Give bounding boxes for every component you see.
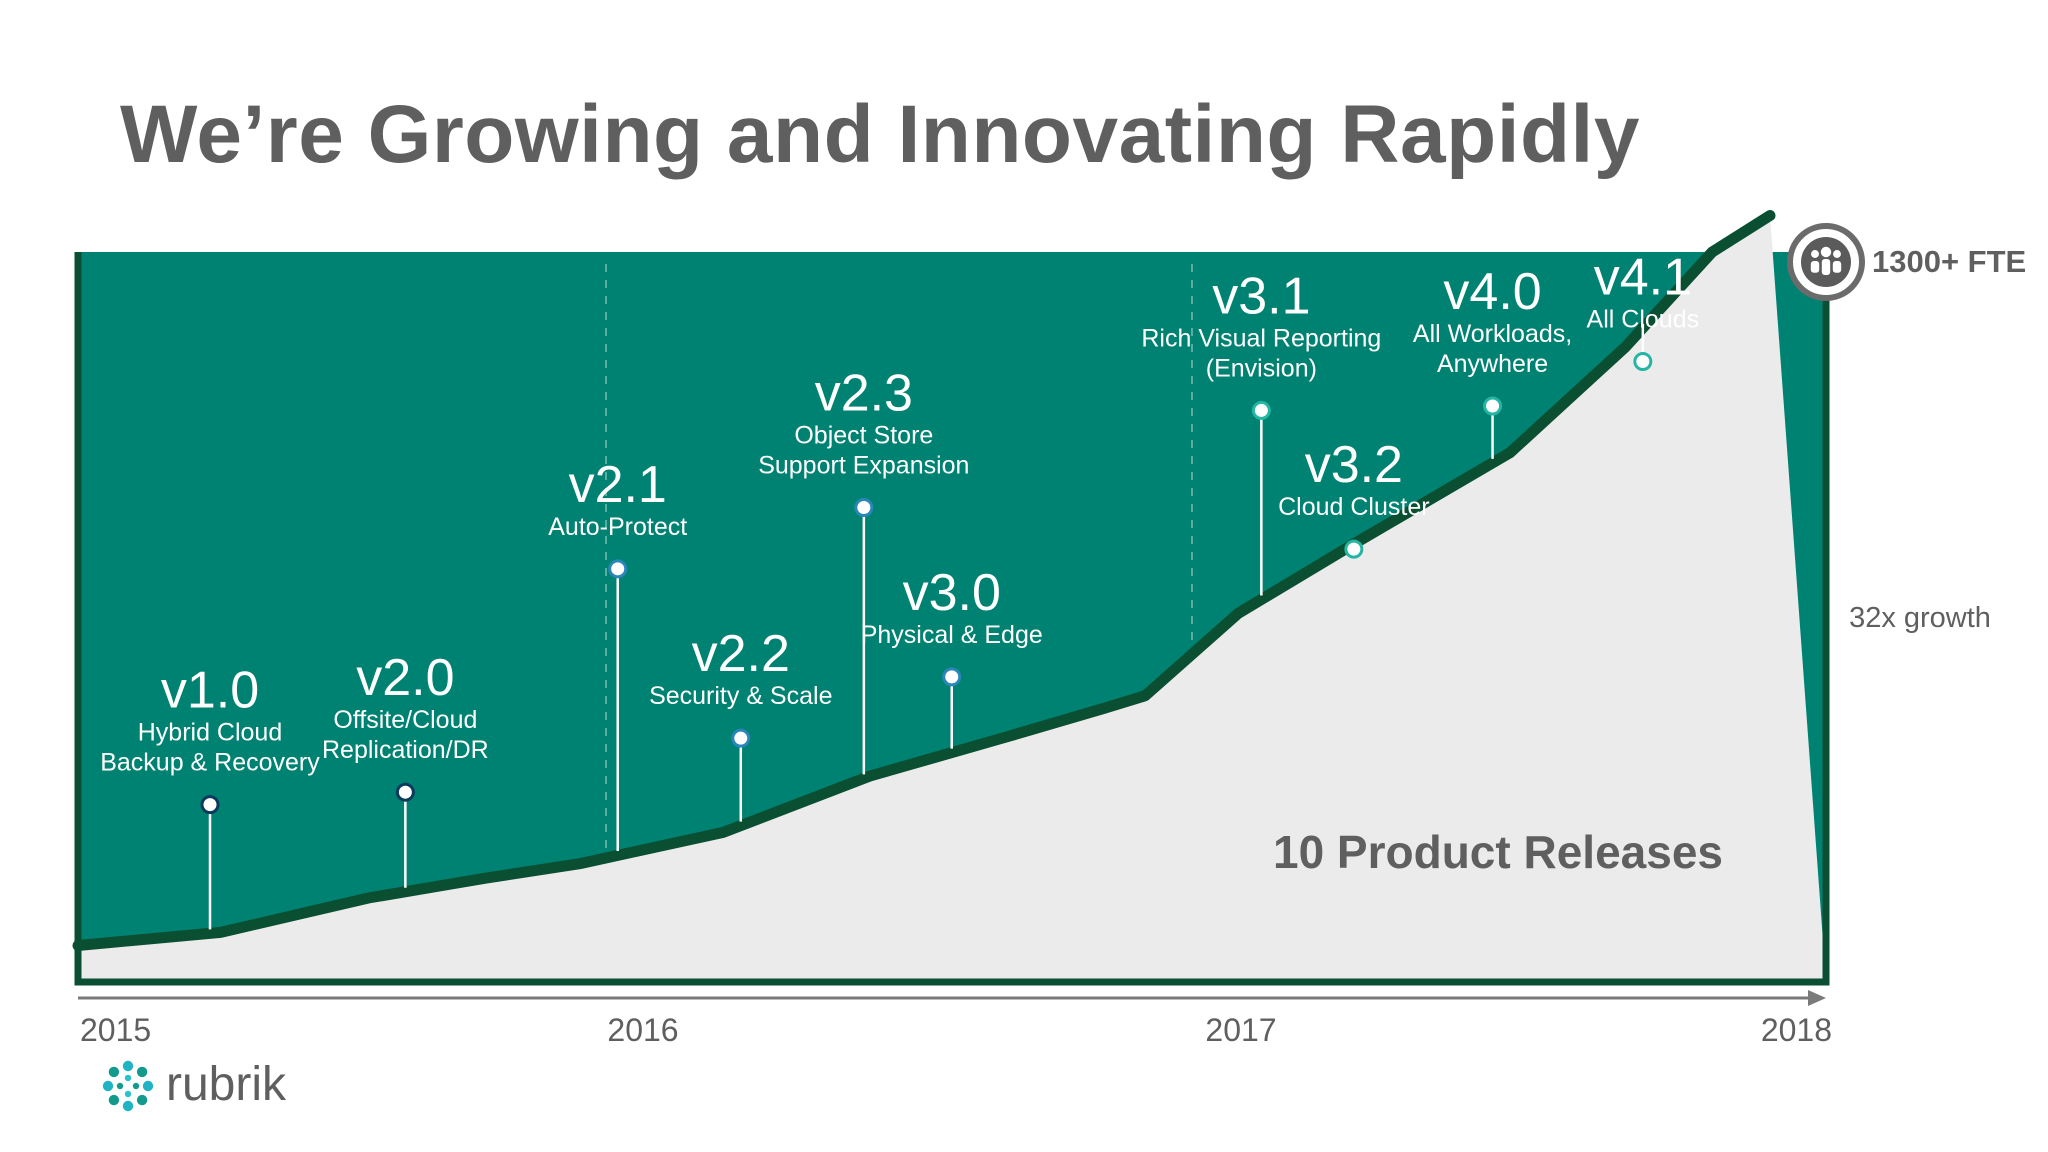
x-axis-arrow xyxy=(1808,990,1826,1006)
growth-area xyxy=(78,215,1826,982)
chart-border xyxy=(74,252,1830,986)
release-description: Offsite/Cloud xyxy=(333,706,477,734)
release-description: Object Store xyxy=(794,422,933,450)
release-marker xyxy=(200,795,220,815)
person-body xyxy=(1810,261,1820,273)
x-tick-label: 2017 xyxy=(1205,1012,1276,1048)
release-version: v4.1 xyxy=(1594,249,1692,307)
release-version: v3.2 xyxy=(1305,436,1403,494)
release-version: v2.3 xyxy=(815,365,913,423)
release-marker xyxy=(395,782,415,802)
growth-label: 32x growth xyxy=(1849,602,1991,634)
release-description: All Clouds xyxy=(1587,306,1700,334)
x-tick-label: 2015 xyxy=(80,1012,151,1048)
release-description: Security & Scale xyxy=(649,682,832,710)
person-head xyxy=(1811,250,1819,258)
brand-name: rubrik xyxy=(166,1058,287,1111)
release-marker xyxy=(854,498,874,517)
release-description: Backup & Recovery xyxy=(100,749,320,777)
release-marker xyxy=(1251,400,1271,420)
release-description: Cloud Cluster xyxy=(1278,493,1429,521)
person-head xyxy=(1833,250,1841,258)
headcount-label: 1300+ FTE xyxy=(1872,244,2026,279)
person-body xyxy=(1832,261,1842,273)
rubrik-logo-mark-icon xyxy=(102,1060,154,1112)
release-version: v3.1 xyxy=(1212,267,1310,325)
x-tick-label: 2016 xyxy=(607,1012,678,1048)
release-description: Auto-Protect xyxy=(548,513,687,541)
release-description: Rich Visual Reporting xyxy=(1141,324,1381,352)
release-description: All Workloads, xyxy=(1413,320,1572,348)
release-marker xyxy=(1633,352,1653,371)
release-marker xyxy=(731,728,751,748)
release-description: Hybrid Cloud xyxy=(138,719,283,747)
release-marker xyxy=(608,559,628,579)
release-version: v2.1 xyxy=(569,456,667,514)
releases-label: 10 Product Releases xyxy=(1273,826,1723,878)
slide-title: We’re Growing and Innovating Rapidly xyxy=(120,89,1640,180)
person-head xyxy=(1820,246,1832,258)
release-version: v4.0 xyxy=(1443,263,1541,321)
rubrik-logo: rubrik xyxy=(102,1058,287,1112)
release-version: v1.0 xyxy=(161,662,259,720)
release-description: Replication/DR xyxy=(322,736,489,764)
release-marker xyxy=(1344,539,1364,559)
release-marker xyxy=(942,667,962,687)
growth-line xyxy=(72,210,1776,951)
x-tick-label: 2018 xyxy=(1761,1012,1832,1048)
person-body xyxy=(1821,259,1831,275)
release-description: Anywhere xyxy=(1437,350,1548,378)
release-version: v2.0 xyxy=(356,649,454,707)
release-description: Support Expansion xyxy=(758,452,969,480)
release-marker xyxy=(1483,396,1503,416)
release-description: (Envision) xyxy=(1206,354,1317,382)
release-description: Physical & Edge xyxy=(861,621,1043,649)
release-version: v3.0 xyxy=(903,564,1001,622)
release-version: v2.2 xyxy=(692,625,790,683)
